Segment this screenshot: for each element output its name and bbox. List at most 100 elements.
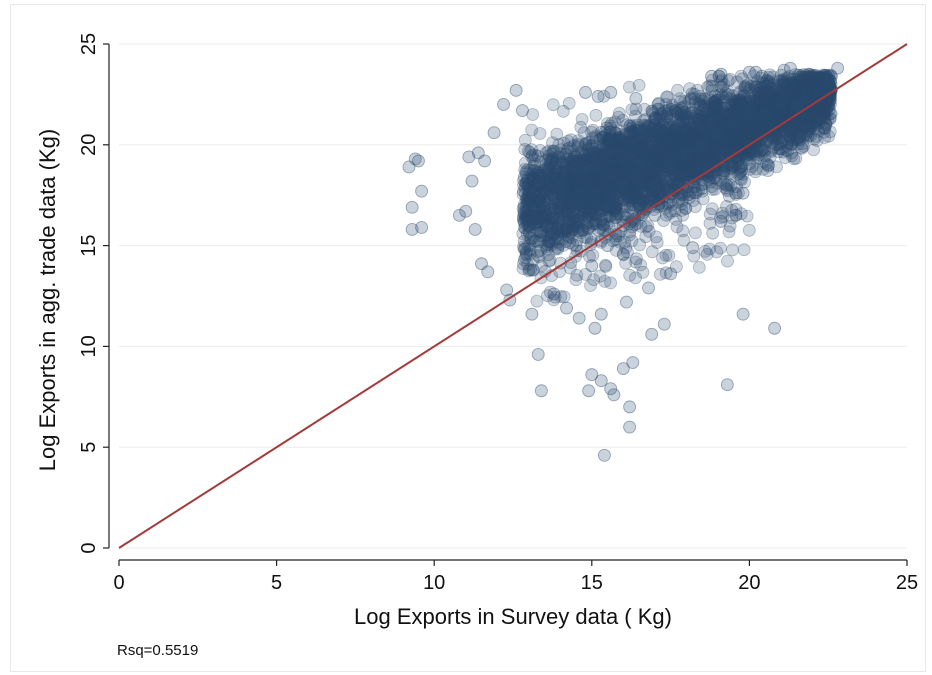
scatter-dot [729, 130, 742, 144]
scatter-dot [708, 94, 722, 108]
data-point-67 [601, 239, 615, 253]
scatter-dot [629, 133, 643, 147]
scatter-dot [581, 222, 595, 236]
scatter-dot [807, 143, 820, 157]
scatter-dot [812, 124, 825, 138]
scatter-dot [811, 107, 825, 121]
scatter-dot [567, 145, 581, 159]
data-point-58 [799, 91, 813, 105]
scatter-dot [593, 157, 607, 171]
scatter-dot [605, 202, 619, 216]
data-point-5 [415, 184, 429, 198]
scatter-dot [642, 224, 656, 238]
scatter-dot [534, 207, 548, 221]
data-point-80 [742, 108, 756, 122]
data-point-61 [538, 198, 551, 212]
scatter-dot [710, 176, 723, 190]
scatter-dot [669, 113, 682, 126]
scatter-dot [650, 175, 664, 189]
scatter-dot [748, 96, 762, 110]
scatter-dot [660, 123, 674, 137]
data-point-44 [651, 98, 665, 111]
scatter-dot [798, 113, 812, 127]
scatter-dot [574, 120, 588, 134]
scatter-dot [730, 101, 744, 115]
scatter-dot [543, 158, 557, 172]
data-point-56 [821, 77, 835, 91]
data-point-70 [616, 178, 630, 192]
data-point-30 [597, 448, 611, 462]
scatter-dot [661, 116, 674, 129]
data-point-63 [569, 158, 583, 172]
scatter-dot [697, 177, 711, 191]
scatter-dot [788, 89, 802, 103]
y-tick-label-5: 25 [78, 33, 100, 55]
scatter-dot [645, 161, 659, 175]
scatter-dot [670, 127, 684, 141]
scatter-dot [823, 94, 837, 108]
scatter-dot [762, 71, 776, 84]
scatter-dot [525, 123, 539, 137]
scatter-dot [768, 109, 781, 123]
scatter-dot [645, 245, 659, 259]
scatter-dot [654, 128, 667, 142]
scatter-dot [675, 161, 689, 175]
scatter-dot [544, 229, 558, 243]
scatter-dot [645, 162, 659, 176]
scatter-dot [688, 148, 702, 161]
scatter-dot [735, 98, 749, 112]
scatter-dot [597, 185, 611, 199]
scatter-dot [660, 163, 674, 177]
scatter-dot [637, 171, 651, 185]
scatter-dot [655, 145, 669, 159]
data-point-60 [522, 218, 536, 232]
scatter-dot [795, 86, 808, 100]
scatter-dot [598, 179, 612, 193]
scatter-dot [605, 177, 619, 191]
scatter-dot [728, 135, 742, 149]
scatter-dot [686, 194, 700, 207]
scatter-dot [691, 98, 705, 111]
scatter-dot [638, 125, 652, 139]
scatter-dot [807, 88, 821, 102]
scatter-dot [708, 89, 722, 103]
scatter-dot [548, 145, 561, 159]
scatter-dot [609, 204, 623, 218]
scatter-dot [717, 144, 731, 158]
scatter-dot [712, 111, 726, 125]
scatter-dot [693, 96, 706, 110]
data-point-77 [695, 138, 709, 152]
scatter-dot [785, 124, 798, 137]
scatter-dot [761, 85, 775, 99]
scatter-dot [819, 80, 832, 93]
scatter-dot [694, 178, 708, 192]
scatter-dot [658, 112, 671, 126]
scatter-dot [601, 178, 614, 191]
x-tick-label-5: 25 [896, 572, 918, 594]
scatter-dot [669, 170, 683, 184]
data-point-90 [664, 267, 678, 281]
scatter-dot [567, 222, 580, 236]
scatter-dot [732, 114, 746, 127]
scatter-dot [639, 179, 653, 193]
scatter-dot [604, 176, 618, 190]
scatter-dot [566, 210, 580, 224]
scatter-dot [701, 92, 715, 105]
reference-line [118, 43, 908, 549]
scatter-dot [601, 163, 615, 177]
scatter-dot [619, 167, 632, 181]
scatter-dot [596, 140, 610, 154]
scatter-dot [813, 75, 827, 88]
scatter-dot [698, 128, 712, 142]
scatter-dot [673, 166, 687, 180]
scatter-dot [682, 122, 695, 136]
scatter-dot [770, 129, 784, 143]
scatter-dot [626, 142, 640, 156]
scatter-dot [563, 193, 577, 207]
scatter-dot [627, 128, 640, 141]
scatter-dot [741, 103, 755, 116]
gridlines [119, 43, 907, 549]
scatter-dot [531, 215, 545, 229]
scatter-dot [617, 136, 630, 150]
scatter-dot [526, 210, 540, 224]
